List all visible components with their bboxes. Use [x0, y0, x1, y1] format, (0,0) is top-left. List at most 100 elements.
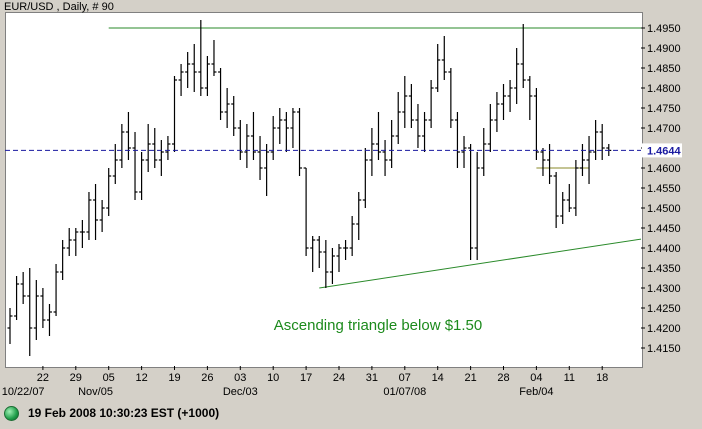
x-day-label: 24 — [333, 372, 345, 384]
ohlc-bar — [99, 200, 105, 232]
y-tick-label: 1.4750 — [647, 103, 681, 115]
ohlc-bar — [560, 192, 566, 224]
x-month-label: Nov/05 — [78, 386, 113, 398]
ohlc-bar — [73, 228, 79, 256]
y-tick-label: 1.4500 — [647, 203, 681, 215]
ohlc-bar — [507, 80, 513, 112]
ohlc-bar — [158, 140, 164, 176]
ohlc-bar — [53, 264, 59, 316]
ohlc-bar — [566, 184, 572, 212]
ohlc-bar — [369, 128, 375, 176]
ohlc-bar — [540, 148, 546, 176]
y-tick-label: 1.4450 — [647, 223, 681, 235]
ohlc-bar — [454, 112, 460, 168]
ohlc-bar — [310, 236, 316, 272]
y-tick-label: 1.4300 — [647, 283, 681, 295]
ohlc-bar — [579, 144, 585, 176]
x-day-label: 14 — [432, 372, 444, 384]
ohlc-bar — [428, 80, 434, 128]
ohlc-bar — [86, 192, 92, 240]
chart-title: EUR/USD , Daily, # 90 — [4, 1, 114, 13]
ohlc-bar — [79, 220, 85, 248]
ohlc-bar — [599, 124, 605, 160]
ohlc-bar — [336, 244, 342, 272]
ohlc-bar — [152, 128, 158, 168]
ohlc-bar — [33, 280, 39, 340]
ohlc-bar — [481, 128, 487, 176]
ohlc-bar — [172, 76, 177, 152]
ohlc-bar — [204, 56, 210, 96]
y-tick-label: 1.4200 — [647, 323, 681, 335]
ohlc-bar — [165, 136, 171, 160]
ohlc-bar — [20, 272, 26, 304]
connection-status-icon — [4, 406, 19, 421]
ohlc-bar — [593, 120, 599, 160]
x-day-label: 17 — [300, 372, 312, 384]
x-day-label: 05 — [103, 372, 115, 384]
ohlc-bar — [27, 268, 33, 356]
status-bar: 19 Feb 2008 10:30:23 EST (+1000) — [0, 400, 702, 429]
ohlc-bar — [224, 88, 230, 128]
ohlc-bar — [527, 76, 533, 120]
ohlc-bar — [139, 152, 145, 200]
support-trendline — [319, 238, 642, 289]
ohlc-bar — [112, 144, 118, 184]
ohlc-bar — [316, 236, 322, 268]
x-day-label: 18 — [596, 372, 608, 384]
ohlc-bar — [389, 120, 395, 168]
ohlc-bar — [132, 132, 138, 200]
x-month-label: 01/07/08 — [383, 386, 426, 398]
ohlc-bar — [145, 124, 151, 172]
y-tick-label: 1.4350 — [647, 263, 681, 275]
ohlc-bar — [586, 136, 592, 184]
ohlc-bar — [441, 36, 447, 80]
ohlc-bar — [323, 240, 329, 288]
ohlc-bar — [349, 216, 355, 256]
y-tick-label: 1.4700 — [647, 123, 681, 135]
x-month-label: 10/22/07 — [2, 386, 45, 398]
y-tick-label: 1.4400 — [647, 243, 681, 255]
ohlc-bar — [46, 304, 52, 336]
ohlc-bar — [283, 112, 289, 152]
ohlc-bar — [514, 48, 520, 104]
x-day-label: 10 — [267, 372, 279, 384]
ohlc-bar — [40, 288, 46, 328]
ohlc-bar — [119, 124, 125, 168]
x-day-label: 07 — [399, 372, 411, 384]
ohlc-bar — [60, 240, 66, 280]
ohlc-bar — [244, 124, 250, 168]
x-day-label: 31 — [366, 372, 378, 384]
x-day-label: 26 — [201, 372, 213, 384]
x-day-label: 11 — [564, 372, 575, 384]
ohlc-bar — [553, 172, 559, 228]
ohlc-bar — [237, 120, 243, 160]
x-day-label: 12 — [135, 372, 147, 384]
ohlc-bar — [93, 184, 99, 240]
ohlc-bar — [573, 160, 579, 216]
ohlc-bar — [487, 104, 493, 152]
ohlc-bar — [7, 308, 13, 344]
ohlc-bar — [435, 44, 441, 92]
ohlc-bar — [356, 192, 362, 240]
x-day-label: 29 — [70, 372, 82, 384]
ohlc-bar — [231, 96, 237, 136]
ohlc-bar — [329, 248, 335, 284]
ohlc-bar — [474, 152, 480, 260]
ohlc-bar — [303, 167, 309, 256]
ohlc-bar — [178, 64, 184, 96]
y-tick-label: 1.4550 — [647, 183, 681, 195]
ohlc-bar — [533, 88, 539, 160]
ohlc-bar — [382, 140, 388, 176]
status-timestamp: 19 Feb 2008 10:30:23 EST (+1000) — [28, 406, 220, 420]
ohlc-bar — [264, 144, 270, 196]
ohlc-bar — [185, 52, 191, 88]
ohlc-bar — [448, 68, 454, 128]
ohlc-bar — [257, 136, 263, 180]
ohlc-bar — [408, 84, 414, 128]
x-day-label: 28 — [497, 372, 509, 384]
ohlc-bar — [14, 276, 20, 320]
ohlc-bar — [270, 116, 276, 160]
ohlc-bar — [520, 24, 526, 88]
ohlc-bar — [290, 108, 296, 148]
